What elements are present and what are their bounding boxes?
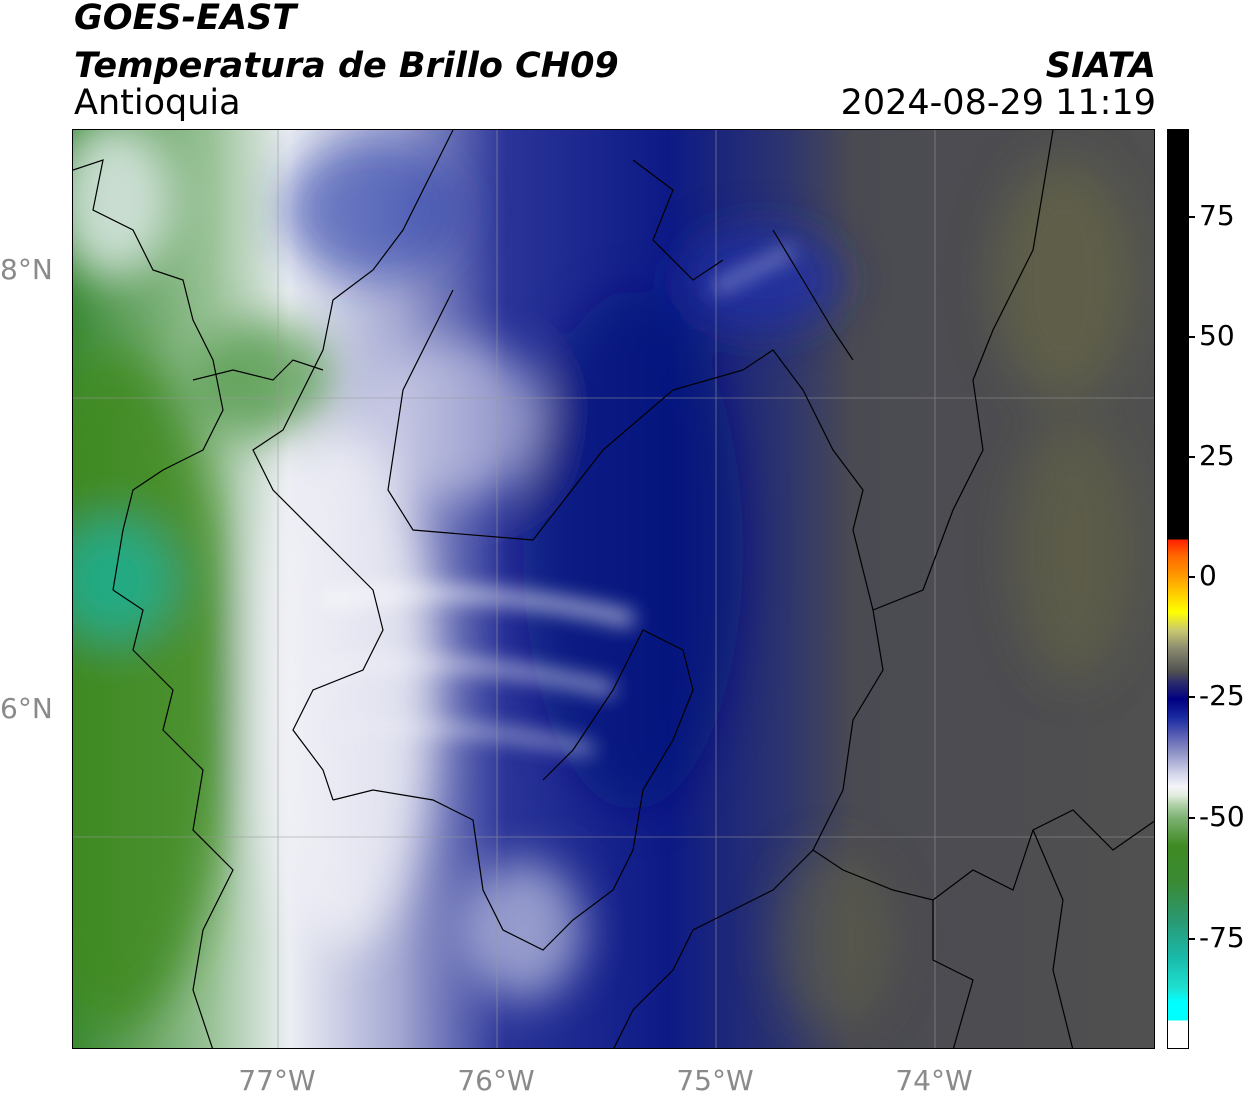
colorbar-label-neg50: -50: [1199, 800, 1245, 833]
cloud-streaks: [312, 246, 795, 755]
colorbar-tick: [1189, 817, 1195, 819]
map-subtitle: Temperatura de Brillo CH09: [74, 46, 619, 86]
lon-label-76w: 76°W: [457, 1064, 535, 1097]
lon-label-75w: 75°W: [676, 1064, 754, 1097]
colorbar-tick: [1189, 576, 1195, 578]
colorbar-label-75: 75: [1199, 199, 1235, 232]
colorbar-label-50: 50: [1199, 319, 1235, 352]
lon-label-77w: 77°W: [238, 1064, 316, 1097]
lon-label-74w: 74°W: [895, 1064, 973, 1097]
colorbar-label-neg75: -75: [1199, 921, 1245, 954]
map-title: GOES-EAST: [74, 0, 297, 38]
map-canvas: [73, 130, 1154, 1048]
colorbar-tick: [1189, 336, 1195, 338]
colorbar-tick: [1189, 456, 1195, 458]
organization-label: SIATA: [1045, 46, 1156, 86]
colorbar-tick: [1189, 696, 1195, 698]
boundaries: [73, 130, 1154, 1048]
datetime-label: 2024-08-29 11:19: [840, 83, 1156, 123]
lat-label-8n: 8°N: [0, 253, 53, 286]
colorbar-label-0: 0: [1199, 559, 1217, 592]
satellite-map: [72, 129, 1155, 1049]
lat-label-6n: 6°N: [0, 692, 53, 725]
colorbar: [1167, 129, 1189, 1049]
colorbar-label-neg25: -25: [1199, 679, 1245, 712]
colorbar-tick: [1189, 938, 1195, 940]
region-label: Antioquia: [74, 83, 241, 123]
colorbar-tick: [1189, 216, 1195, 218]
colorbar-label-25: 25: [1199, 439, 1235, 472]
cloud-patterns: [73, 130, 1133, 1030]
